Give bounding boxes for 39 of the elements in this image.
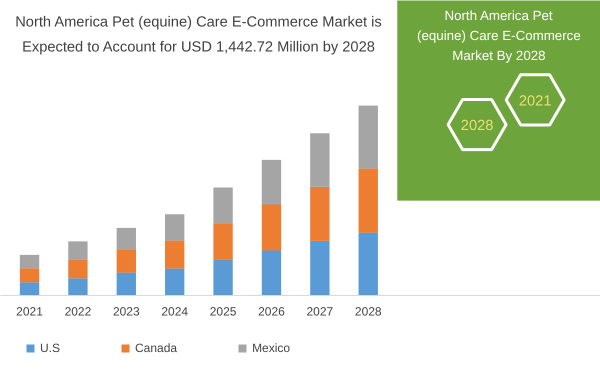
bar — [310, 133, 330, 187]
x-tick-label: 2025 — [210, 304, 237, 319]
bar — [262, 204, 282, 251]
bar — [310, 186, 330, 241]
bar — [165, 214, 184, 241]
bar — [213, 187, 233, 224]
bar — [68, 278, 88, 296]
bar — [262, 160, 282, 205]
text: 2028 — [460, 118, 494, 134]
legend-label: Canada — [135, 341, 178, 355]
bar — [20, 268, 40, 282]
x-tick-label: 2028 — [354, 304, 382, 319]
x-tick-label: 2022 — [64, 304, 92, 319]
bar — [358, 168, 378, 233]
bar — [20, 282, 40, 296]
x-tick-label: 2021 — [16, 304, 44, 319]
bar — [262, 250, 282, 296]
text: 2021 — [518, 93, 552, 110]
bar — [310, 240, 330, 296]
x-tick-label: 2024 — [161, 304, 188, 319]
bar — [213, 223, 233, 260]
bar — [68, 260, 88, 278]
bar — [358, 106, 378, 169]
bar — [20, 254, 40, 268]
legend-label: Mexico — [252, 341, 290, 355]
bar — [116, 249, 136, 273]
bar — [68, 241, 88, 260]
bar — [165, 240, 184, 269]
bar — [116, 228, 136, 250]
legend-label: U.S — [40, 341, 60, 355]
x-tick-label: 2027 — [306, 304, 334, 319]
bar — [165, 268, 184, 296]
x-tick-label: 2023 — [112, 304, 140, 319]
bar — [213, 260, 233, 296]
x-tick-label: 2026 — [258, 304, 286, 319]
bar — [116, 272, 136, 296]
bar — [358, 232, 378, 296]
text: North America Pet (equine) Care E-Commerce Market By 2028 — [417, 8, 581, 63]
chart-title: North America Pet (equine) Care E-Commerce Market is Expected to Account for USD 1,442.72 Million by 2028 — [15, 14, 382, 56]
